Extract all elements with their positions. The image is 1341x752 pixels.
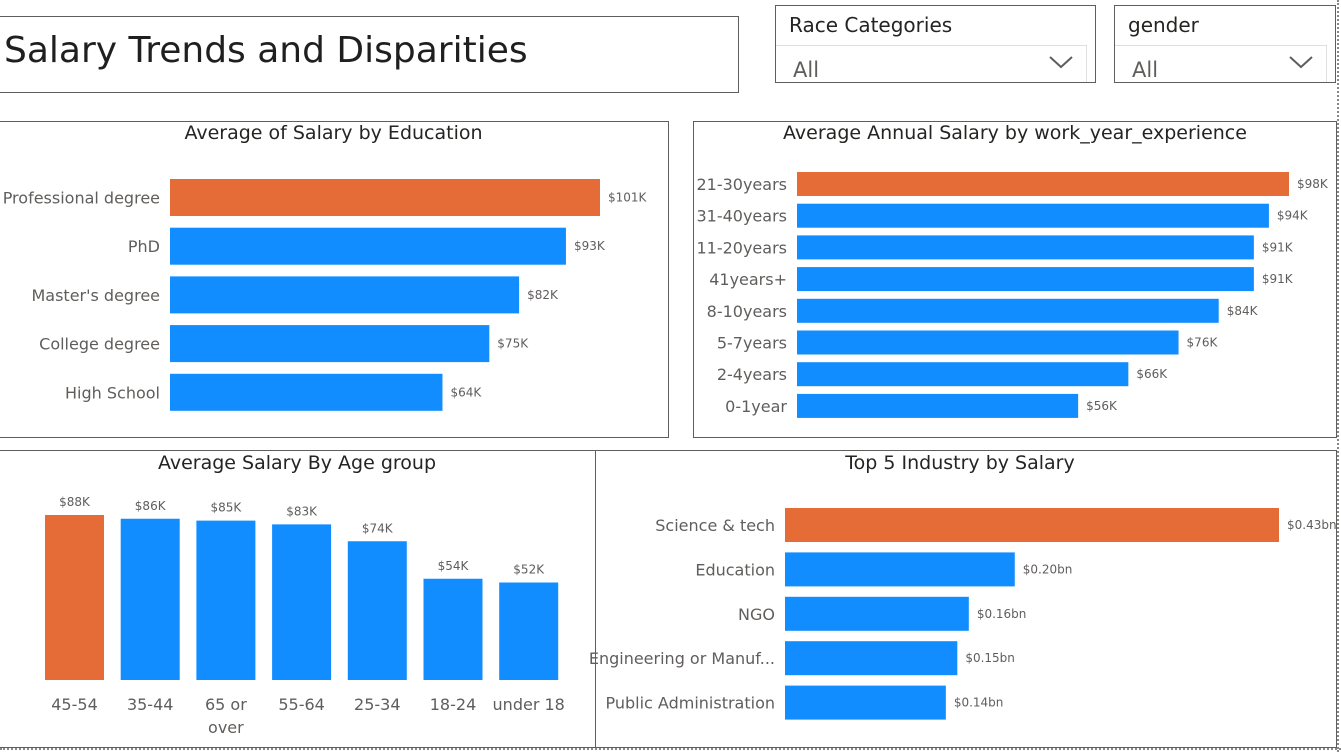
experience-bar	[797, 267, 1254, 292]
experience-category-label: 11-20years	[696, 238, 787, 257]
education-category-label: Master's degree	[31, 286, 160, 305]
education-category-label: PhD	[128, 237, 160, 256]
education-bar	[170, 325, 490, 363]
education-category-label: Professional degree	[3, 189, 160, 208]
chevron-down-icon[interactable]	[1048, 54, 1074, 74]
industry-bar	[785, 552, 1015, 587]
chevron-down-icon[interactable]	[1288, 54, 1314, 74]
experience-category-label: 31-40years	[696, 207, 787, 226]
gender-selected-value: All	[1132, 58, 1159, 82]
experience-category-label: 41years+	[709, 270, 787, 289]
experience-category-label: 5-7years	[717, 334, 787, 353]
industry-data-label: $0.16bn	[977, 607, 1027, 621]
experience-data-label: $91K	[1262, 240, 1294, 254]
education-bar	[170, 179, 600, 216]
age-bar	[423, 578, 483, 680]
age-data-label: $86K	[135, 499, 167, 513]
education-bar	[170, 276, 520, 314]
page-edge-bottom	[0, 748, 1341, 750]
education-data-label: $75K	[497, 337, 529, 351]
education-data-label: $101K	[608, 191, 648, 205]
industry-data-label: $0.14bn	[954, 696, 1004, 710]
education-data-label: $82K	[527, 288, 559, 302]
experience-bar	[797, 393, 1079, 418]
age-category-label: 25-34	[354, 695, 401, 714]
education-category-label: High School	[65, 383, 160, 402]
age-bar	[45, 515, 104, 680]
industry-category-label: Education	[695, 560, 775, 579]
race-categories-selected-value: All	[793, 58, 820, 82]
page-title: Salary Trends and Disparities	[4, 30, 528, 71]
age-bar	[120, 518, 180, 680]
education-data-label: $93K	[574, 239, 606, 253]
education-chart-title: Average of Salary by Education	[184, 122, 483, 144]
age-bar	[196, 520, 256, 680]
education-bar	[170, 373, 443, 411]
experience-data-label: $98K	[1297, 177, 1329, 191]
age-data-label: $85K	[211, 501, 243, 515]
industry-category-label: Public Administration	[605, 694, 775, 713]
age-category-label: 65 or	[205, 695, 247, 714]
experience-data-label: $84K	[1227, 304, 1259, 318]
experience-bar	[797, 298, 1219, 323]
age-category-label: 18-24	[430, 695, 477, 714]
experience-bar	[797, 203, 1269, 228]
race-categories-slicer-label: Race Categories	[789, 13, 953, 37]
age-bar	[272, 524, 332, 680]
age-category-label: 35-44	[127, 695, 174, 714]
industry-bar	[785, 508, 1279, 542]
age-chart-title: Average Salary By Age group	[157, 452, 437, 474]
age-data-label: $74K	[362, 521, 394, 535]
age-data-label: $52K	[513, 563, 545, 577]
experience-category-label: 21-30years	[696, 175, 787, 194]
age-category-label: 45-54	[51, 695, 98, 714]
age-bar	[347, 541, 407, 680]
age-data-label: $88K	[59, 495, 91, 509]
industry-data-label: $0.15bn	[965, 651, 1015, 665]
experience-data-label: $56K	[1086, 399, 1118, 413]
experience-bar	[797, 362, 1129, 387]
experience-bar	[797, 235, 1254, 260]
age-data-label: $54K	[438, 559, 470, 573]
experience-bar	[797, 330, 1179, 355]
experience-chart-title: Average Annual Salary by work_year_exper…	[783, 122, 1247, 144]
experience-category-label: 8-10years	[707, 302, 787, 321]
experience-data-label: $76K	[1187, 336, 1219, 350]
industry-bar	[785, 596, 969, 631]
age-bar	[499, 582, 559, 680]
age-category-label: 55-64	[278, 695, 325, 714]
experience-category-label: 0-1year	[725, 397, 787, 416]
experience-data-label: $91K	[1262, 272, 1294, 286]
industry-category-label: Engineering or Manuf...	[589, 649, 775, 668]
industry-category-label: NGO	[738, 605, 775, 624]
age-category-label: over	[208, 718, 244, 737]
race-categories-dropdown[interactable]: All	[776, 45, 1087, 82]
gender-dropdown[interactable]: All	[1115, 45, 1327, 82]
gender-slicer-label: gender	[1128, 13, 1199, 37]
industry-category-label: Science & tech	[655, 516, 775, 535]
title-box	[0, 16, 739, 93]
experience-data-label: $66K	[1136, 367, 1168, 381]
experience-bar	[797, 172, 1289, 196]
industry-bar	[785, 641, 958, 676]
education-data-label: $64K	[450, 385, 482, 399]
experience-category-label: 2-4years	[717, 365, 787, 384]
industry-bar	[785, 685, 946, 720]
industry-chart-title: Top 5 Industry by Salary	[845, 452, 1075, 474]
education-bar	[170, 227, 566, 265]
age-category-label: under 18	[493, 695, 565, 714]
age-data-label: $83K	[286, 504, 318, 518]
industry-data-label: $0.20bn	[1023, 562, 1073, 576]
gender-slicer: gender All	[1114, 5, 1336, 83]
experience-data-label: $94K	[1277, 209, 1309, 223]
education-category-label: College degree	[39, 335, 160, 354]
page-edge-right	[1337, 0, 1339, 752]
race-categories-slicer: Race Categories All	[775, 5, 1096, 83]
industry-data-label: $0.43bn	[1287, 518, 1337, 532]
